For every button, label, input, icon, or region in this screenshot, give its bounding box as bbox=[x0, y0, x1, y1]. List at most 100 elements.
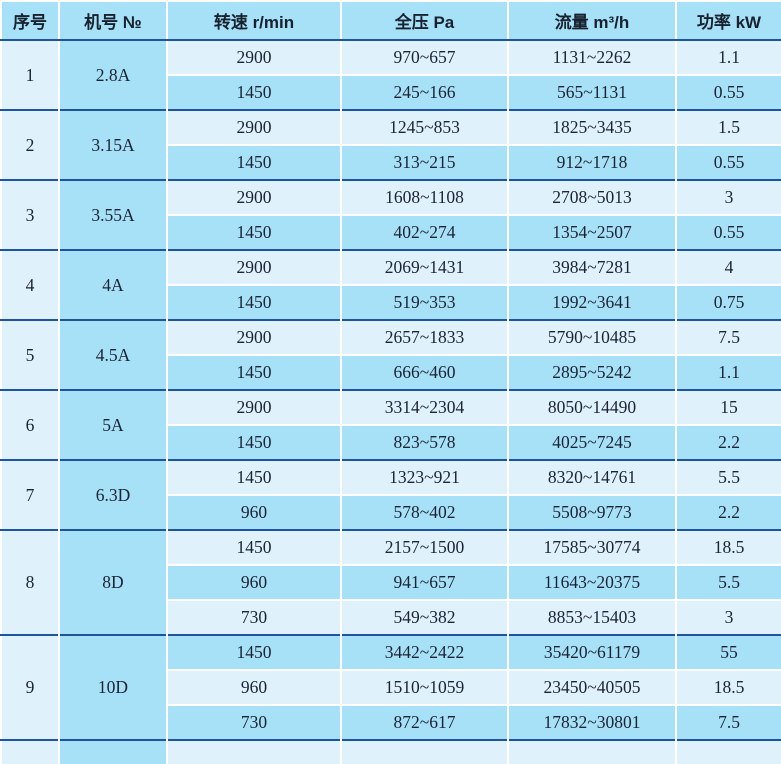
cell-pressure bbox=[341, 739, 509, 764]
cell-serial: 8 bbox=[1, 529, 60, 635]
cell-serial: 5 bbox=[1, 319, 60, 390]
cell-speed: 2900 bbox=[167, 109, 342, 145]
cell-flow: 912~1718 bbox=[508, 144, 677, 180]
col-header-model: 机号 № bbox=[59, 1, 168, 41]
table-row: 1450 823~578 4025~7245 2.2 bbox=[1, 424, 781, 460]
cell-speed: 1450 bbox=[167, 354, 342, 390]
cell-flow: 23450~40505 bbox=[508, 669, 677, 705]
cell-pressure: 3314~2304 bbox=[341, 389, 509, 425]
cell-flow: 8050~14490 bbox=[508, 389, 677, 425]
col-header-flow: 流量 m³/h bbox=[508, 1, 677, 41]
cell-pressure: 402~274 bbox=[341, 214, 509, 250]
cell-serial: 3 bbox=[1, 179, 60, 250]
cell-power: 5.5 bbox=[676, 459, 781, 495]
cell-speed: 1450 bbox=[167, 284, 342, 320]
cell-power: 0.75 bbox=[676, 284, 781, 320]
cell-pressure: 2157~1500 bbox=[341, 529, 509, 565]
cell-speed: 2900 bbox=[167, 319, 342, 355]
cell-power: 7.5 bbox=[676, 319, 781, 355]
col-header-serial: 序号 bbox=[1, 1, 60, 41]
cell-power: 18.5 bbox=[676, 529, 781, 565]
cell-power: 1.1 bbox=[676, 354, 781, 390]
cell-power: 7.5 bbox=[676, 704, 781, 740]
table-row: 1450 519~353 1992~3641 0.75 bbox=[1, 284, 781, 320]
table-row: 1450 313~215 912~1718 0.55 bbox=[1, 144, 781, 180]
cell-speed: 1450 bbox=[167, 144, 342, 180]
cell-flow: 2708~5013 bbox=[508, 179, 677, 215]
cell-speed: 960 bbox=[167, 494, 342, 530]
cell-power: 3 bbox=[676, 599, 781, 635]
cell-serial: 1 bbox=[1, 39, 60, 110]
cell-flow: 17832~30801 bbox=[508, 704, 677, 740]
cell-speed: 1450 bbox=[167, 459, 342, 495]
cell-flow: 1131~2262 bbox=[508, 39, 677, 75]
table-row: 1450 402~274 1354~2507 0.55 bbox=[1, 214, 781, 250]
cell-flow: 8853~15403 bbox=[508, 599, 677, 635]
col-header-power: 功率 kW bbox=[676, 1, 781, 41]
cell-flow bbox=[508, 739, 677, 764]
cell-pressure: 941~657 bbox=[341, 564, 509, 600]
cell-flow: 4025~7245 bbox=[508, 424, 677, 460]
table-row-partial bbox=[1, 739, 781, 764]
cell-flow: 5508~9773 bbox=[508, 494, 677, 530]
cell-speed: 960 bbox=[167, 669, 342, 705]
table-row: 1 2.8A 2900 970~657 1131~2262 1.1 bbox=[1, 39, 781, 110]
cell-pressure: 1608~1108 bbox=[341, 179, 509, 215]
cell-pressure: 1510~1059 bbox=[341, 669, 509, 705]
cell-pressure: 519~353 bbox=[341, 284, 509, 320]
cell-model: 10D bbox=[59, 634, 168, 740]
cell-model: 4A bbox=[59, 249, 168, 320]
cell-speed: 1450 bbox=[167, 424, 342, 460]
cell-power bbox=[676, 739, 781, 764]
table-row: 1450 245~166 565~1131 0.55 bbox=[1, 74, 781, 110]
cell-model: 8D bbox=[59, 529, 168, 635]
cell-power: 5.5 bbox=[676, 564, 781, 600]
cell-model bbox=[59, 739, 168, 764]
table-row: 730 872~617 17832~30801 7.5 bbox=[1, 704, 781, 740]
table-row: 9 10D 1450 3442~2422 35420~61179 55 bbox=[1, 634, 781, 740]
cell-pressure: 549~382 bbox=[341, 599, 509, 635]
table-row: 730 549~382 8853~15403 3 bbox=[1, 599, 781, 635]
table-row: 960 941~657 11643~20375 5.5 bbox=[1, 564, 781, 600]
cell-pressure: 2069~1431 bbox=[341, 249, 509, 285]
table-row: 1450 666~460 2895~5242 1.1 bbox=[1, 354, 781, 390]
cell-speed: 960 bbox=[167, 564, 342, 600]
cell-serial: 4 bbox=[1, 249, 60, 320]
cell-model: 3.15A bbox=[59, 109, 168, 180]
cell-speed: 730 bbox=[167, 599, 342, 635]
cell-pressure: 1323~921 bbox=[341, 459, 509, 495]
table-row: 4 4A 2900 2069~1431 3984~7281 4 bbox=[1, 249, 781, 320]
table-row: 8 8D 1450 2157~1500 17585~30774 18.5 bbox=[1, 529, 781, 635]
cell-pressure: 872~617 bbox=[341, 704, 509, 740]
cell-power: 0.55 bbox=[676, 214, 781, 250]
cell-model: 6.3D bbox=[59, 459, 168, 530]
cell-speed: 1450 bbox=[167, 214, 342, 250]
cell-speed: 1450 bbox=[167, 74, 342, 110]
cell-model: 4.5A bbox=[59, 319, 168, 390]
cell-speed: 730 bbox=[167, 704, 342, 740]
cell-pressure: 2657~1833 bbox=[341, 319, 509, 355]
cell-speed: 2900 bbox=[167, 389, 342, 425]
cell-speed bbox=[167, 739, 342, 764]
cell-power: 4 bbox=[676, 249, 781, 285]
cell-flow: 11643~20375 bbox=[508, 564, 677, 600]
table-row: 5 4.5A 2900 2657~1833 5790~10485 7.5 bbox=[1, 319, 781, 390]
cell-pressure: 666~460 bbox=[341, 354, 509, 390]
cell-flow: 1825~3435 bbox=[508, 109, 677, 145]
cell-pressure: 578~402 bbox=[341, 494, 509, 530]
cell-pressure: 3442~2422 bbox=[341, 634, 509, 670]
cell-power: 0.55 bbox=[676, 74, 781, 110]
cell-pressure: 970~657 bbox=[341, 39, 509, 75]
cell-power: 0.55 bbox=[676, 144, 781, 180]
cell-speed: 1450 bbox=[167, 529, 342, 565]
table-row: 960 1510~1059 23450~40505 18.5 bbox=[1, 669, 781, 705]
cell-power: 3 bbox=[676, 179, 781, 215]
cell-speed: 1450 bbox=[167, 634, 342, 670]
cell-flow: 2895~5242 bbox=[508, 354, 677, 390]
col-header-speed: 转速 r/min bbox=[167, 1, 342, 41]
cell-speed: 2900 bbox=[167, 179, 342, 215]
cell-serial: 7 bbox=[1, 459, 60, 530]
cell-model: 3.55A bbox=[59, 179, 168, 250]
